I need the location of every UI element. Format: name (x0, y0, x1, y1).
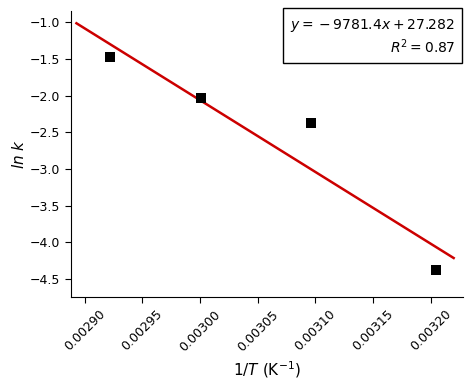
Text: $y = -9781.4x + 27.282$
$R^2 = 0.87$: $y = -9781.4x + 27.282$ $R^2 = 0.87$ (290, 17, 455, 56)
Point (197, 95, 205, 101)
Y-axis label: ln $k$: ln $k$ (11, 139, 27, 169)
Point (307, 120, 314, 127)
Point (433, 267, 440, 273)
X-axis label: 1/$T$ (K$^{-1}$): 1/$T$ (K$^{-1}$) (233, 359, 301, 380)
Point (106, 54, 114, 60)
